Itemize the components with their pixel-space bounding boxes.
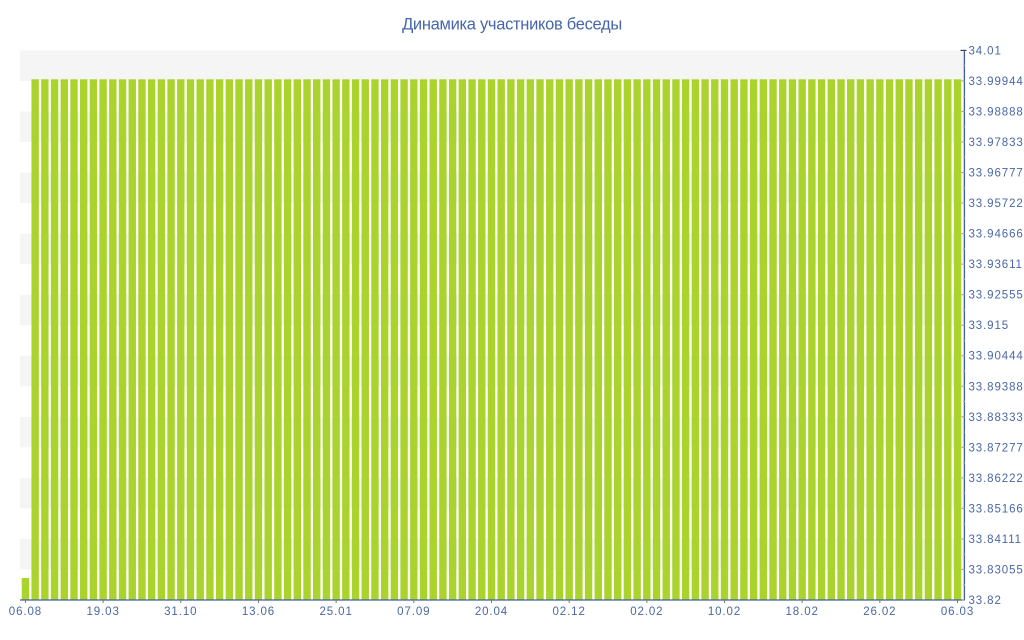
svg-text:33.85166: 33.85166 xyxy=(969,503,1024,515)
svg-text:33.90444: 33.90444 xyxy=(969,351,1024,363)
svg-text:06.08: 06.08 xyxy=(9,606,42,618)
svg-text:33.93611: 33.93611 xyxy=(969,259,1023,271)
svg-text:33.92555: 33.92555 xyxy=(969,290,1024,302)
svg-text:33.87277: 33.87277 xyxy=(969,442,1024,454)
svg-text:34.01: 34.01 xyxy=(969,45,1002,57)
svg-text:33.95722: 33.95722 xyxy=(969,198,1024,210)
svg-text:33.99944: 33.99944 xyxy=(969,76,1024,88)
svg-text:33.98888: 33.98888 xyxy=(969,106,1024,118)
svg-text:Динамика участников беседы: Динамика участников беседы xyxy=(402,15,622,33)
svg-text:33.97833: 33.97833 xyxy=(969,137,1024,149)
svg-text:31.10: 31.10 xyxy=(164,606,197,618)
svg-text:33.89388: 33.89388 xyxy=(969,381,1024,393)
svg-text:33.94666: 33.94666 xyxy=(969,229,1024,241)
svg-text:33.83055: 33.83055 xyxy=(969,564,1024,576)
svg-text:33.84111: 33.84111 xyxy=(969,534,1022,546)
svg-text:33.82: 33.82 xyxy=(969,595,1002,607)
svg-text:33.915: 33.915 xyxy=(969,320,1010,332)
svg-text:02.02: 02.02 xyxy=(630,606,663,618)
svg-text:19.03: 19.03 xyxy=(86,606,119,618)
svg-text:10.02: 10.02 xyxy=(708,606,741,618)
svg-text:33.88333: 33.88333 xyxy=(969,412,1024,424)
svg-text:13.06: 13.06 xyxy=(242,606,275,618)
svg-text:06.03: 06.03 xyxy=(941,606,974,618)
svg-text:18.02: 18.02 xyxy=(786,606,819,618)
svg-text:26.02: 26.02 xyxy=(863,606,896,618)
svg-text:07.09: 07.09 xyxy=(397,606,430,618)
svg-text:33.86222: 33.86222 xyxy=(969,473,1024,485)
svg-text:25.01: 25.01 xyxy=(319,606,352,618)
svg-text:33.96777: 33.96777 xyxy=(969,168,1024,180)
svg-text:20.04: 20.04 xyxy=(475,606,508,618)
svg-text:02.12: 02.12 xyxy=(553,606,586,618)
